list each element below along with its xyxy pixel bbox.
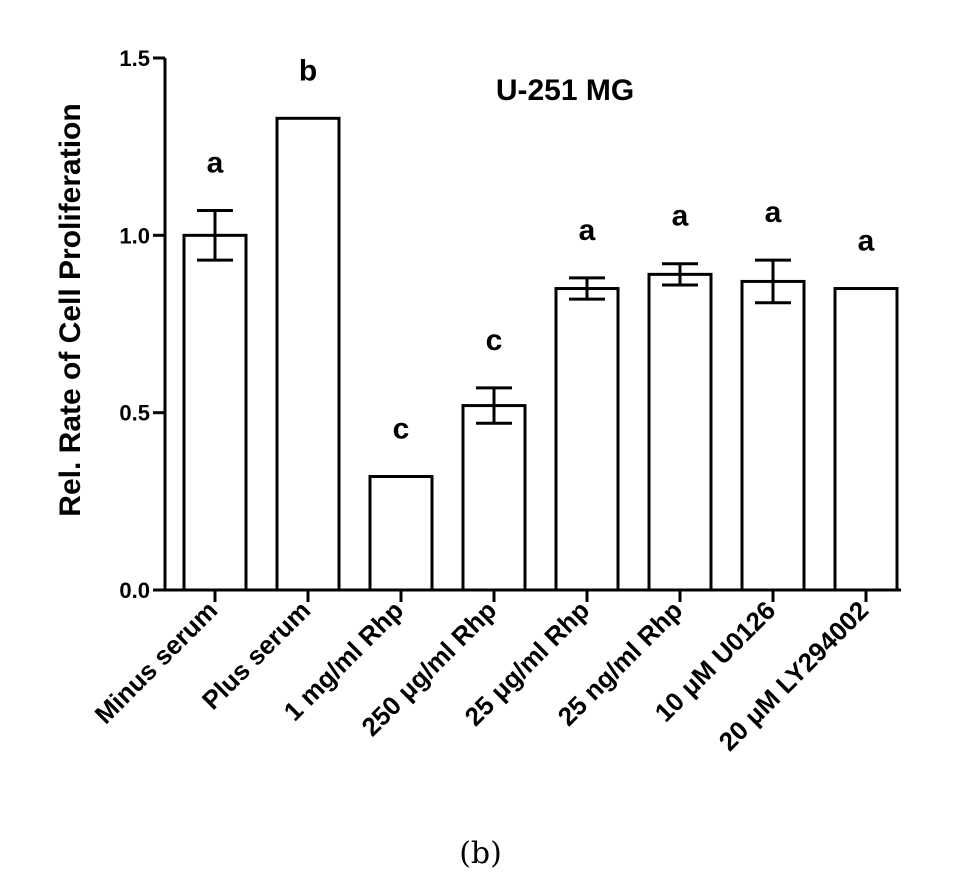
significance-label: a — [765, 196, 782, 229]
significance-label: c — [393, 413, 410, 446]
y-tick-label: 0.5 — [119, 401, 150, 426]
bars: a b c c a a a a — [182, 54, 899, 592]
significance-label: b — [299, 54, 317, 87]
significance-label: a — [207, 147, 224, 180]
significance-label: c — [486, 324, 503, 357]
y-tick-label: 0.0 — [119, 578, 150, 603]
bar — [368, 475, 434, 592]
bar — [554, 287, 620, 592]
bar — [833, 287, 899, 592]
y-tick-label: 1.0 — [119, 223, 150, 248]
bar — [182, 233, 248, 592]
y-tick-label: 1.5 — [119, 46, 150, 71]
bar — [740, 279, 806, 592]
x-tick-label: Minus serum — [89, 595, 224, 730]
bar — [647, 272, 713, 592]
y-axis-label: Rel. Rate of Cell Proliferation — [54, 103, 87, 516]
bar — [275, 116, 341, 592]
chart-title: U-251 MG — [496, 74, 634, 107]
significance-label: a — [579, 214, 596, 247]
figure-caption: (b) — [459, 836, 502, 871]
significance-label: a — [858, 225, 875, 258]
bar — [461, 404, 527, 592]
y-axis: 0.0 0.5 1.0 1.5 — [119, 46, 167, 603]
significance-label: a — [672, 200, 689, 233]
